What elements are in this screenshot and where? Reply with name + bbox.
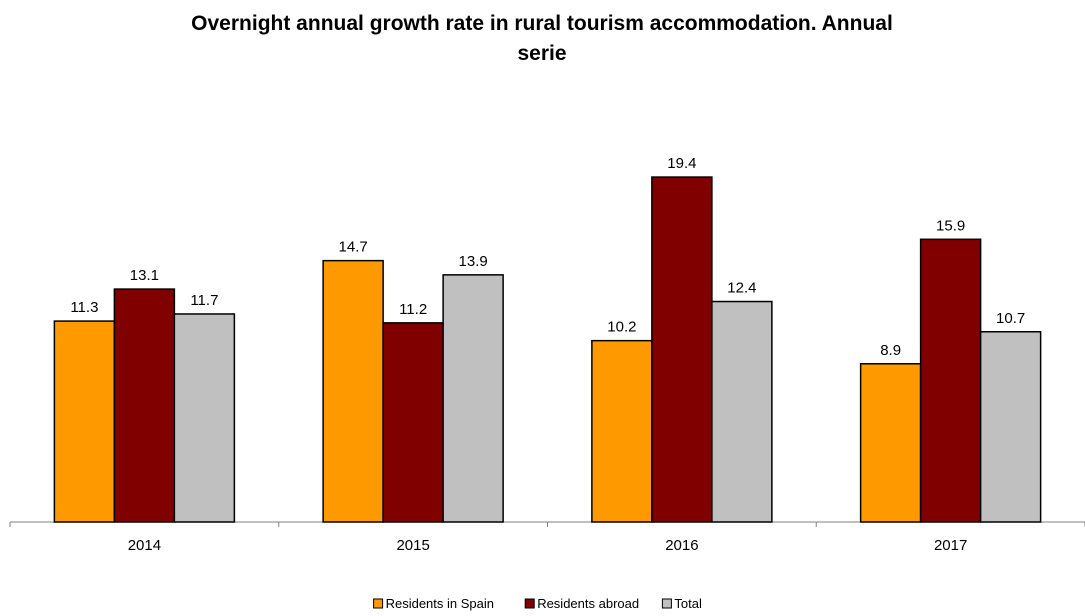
legend-swatch [524,598,535,609]
x-tick-label: 2014 [128,537,161,554]
data-label: 10.7 [996,310,1025,327]
bar [173,313,236,523]
bar [382,322,444,523]
chart-title-line-1: Overnight annual growth rate in rural to… [191,12,893,35]
legend: Residents in Spain Residents abroad Total [373,596,702,611]
legend-label: Residents in Spain [386,596,494,611]
x-tick-label: 2015 [396,537,429,554]
chart-title-line-2: serie [517,42,566,65]
x-tick-label: 2016 [665,537,698,554]
bar [711,300,773,523]
data-label: 14.7 [339,239,368,256]
data-label: 12.4 [727,280,756,297]
data-label: 11.2 [399,301,427,318]
data-label: 11.7 [190,292,218,309]
plot-area: 11.3 13.1 11.7 2014 14.7 11.2 13.9 2015 10.2 19.4… [9,155,1085,554]
bar [113,288,176,523]
data-label: 19.4 [667,155,696,172]
data-label: 13.1 [130,267,159,284]
data-label: 11.3 [70,299,98,316]
bar [442,274,504,523]
bar [591,339,653,523]
bar [322,259,384,523]
bar [919,238,982,523]
data-label: 13.9 [459,253,488,270]
legend-swatch [373,598,384,609]
bar [53,320,116,523]
bar [651,176,713,523]
legend-label: Residents abroad [537,596,639,611]
bar [979,331,1042,523]
data-label: 8.9 [880,342,901,359]
data-label: 10.2 [607,319,636,336]
data-label: 15.9 [936,217,965,234]
legend-swatch [661,598,672,609]
bar [859,363,922,523]
x-tick-label: 2017 [934,537,967,554]
legend-label: Total [674,596,702,611]
